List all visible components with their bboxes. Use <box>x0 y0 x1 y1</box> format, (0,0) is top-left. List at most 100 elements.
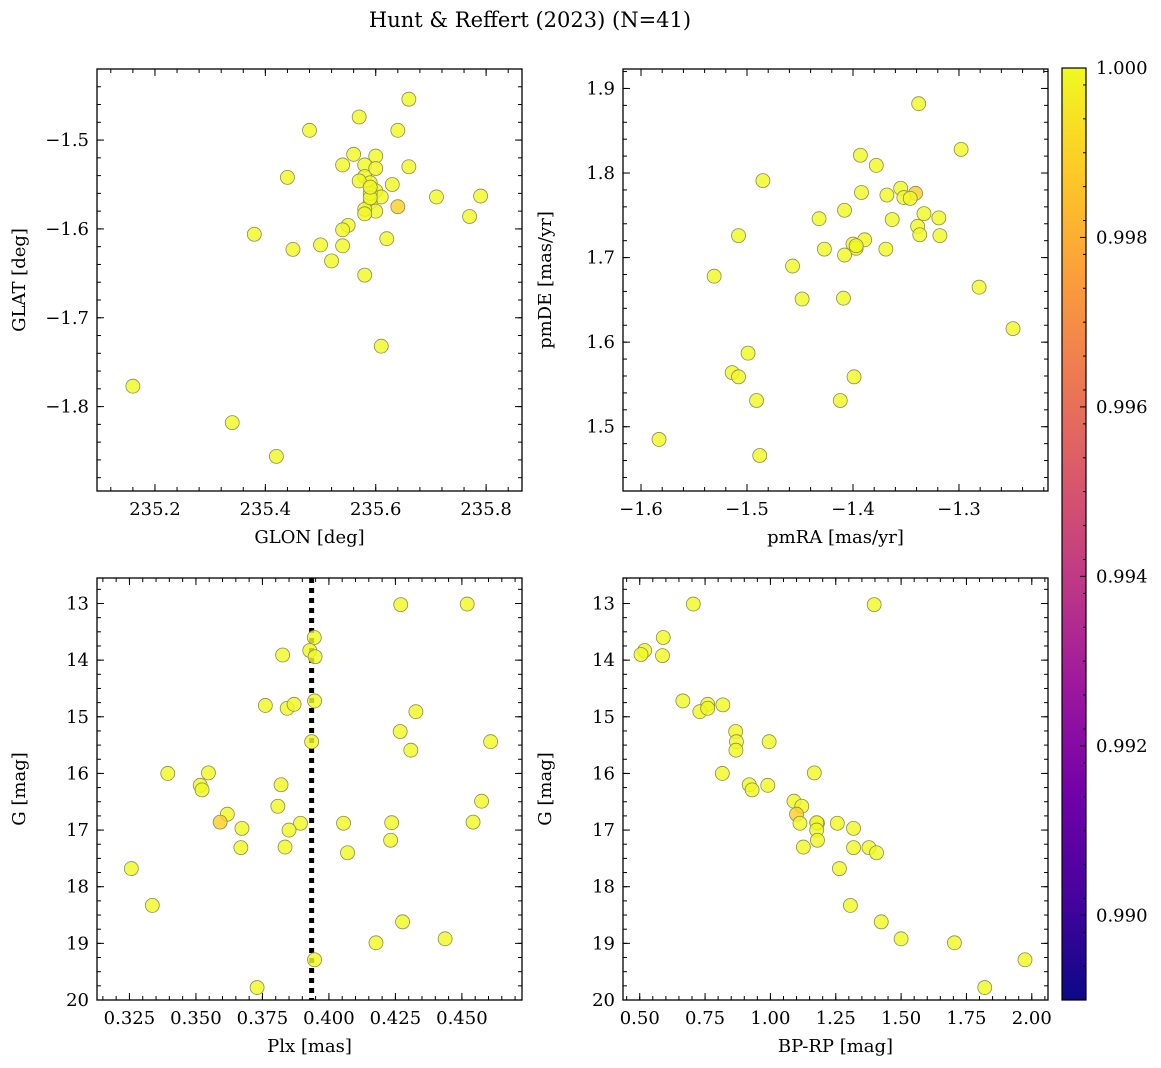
y-tick-label: 20 <box>66 990 89 1011</box>
data-point <box>483 734 499 750</box>
data-point <box>953 141 969 157</box>
data-point <box>268 448 284 464</box>
y-axis-label: G [mag] <box>535 752 556 825</box>
data-point <box>368 161 384 176</box>
data-point <box>459 596 475 612</box>
x-tick-label: 1.00 <box>750 1008 790 1029</box>
data-point <box>700 700 716 716</box>
data-point <box>829 815 845 831</box>
data-point <box>473 188 489 204</box>
data-point <box>794 291 810 307</box>
colorbar-tick-label: 0.996 <box>1096 397 1148 418</box>
data-point <box>408 704 424 720</box>
data-point <box>810 832 825 848</box>
data-point <box>212 814 228 830</box>
panel-color-magnitude: 0.50 0.75 1.00 1.25 1.50 1.75 2.00 13 14 15 16 17 18… <box>535 577 1052 1057</box>
data-point <box>270 798 286 814</box>
data-point <box>932 228 948 244</box>
data-point <box>123 861 139 876</box>
data-point <box>912 227 928 243</box>
panel-proper-motion: −1.6 −1.5 −1.4 −1.3 1.5 1.6 1.7 1.8 1.9 pmRA [mas… <box>535 68 1049 548</box>
y-tick-label: 1.6 <box>586 332 615 353</box>
data-point <box>302 122 317 138</box>
data-point <box>760 777 776 793</box>
data-point <box>373 338 389 354</box>
y-tick-label: −1.8 <box>45 397 89 418</box>
data-point <box>842 898 858 913</box>
data-point <box>740 345 756 361</box>
data-point <box>307 952 322 968</box>
y-tick-label: 14 <box>592 650 615 671</box>
data-point <box>947 935 962 951</box>
y-tick-label: 15 <box>592 707 615 728</box>
data-point <box>304 734 320 750</box>
data-point <box>846 820 861 836</box>
x-axis-label: GLON [deg] <box>254 527 364 548</box>
data-point <box>280 169 295 185</box>
data-point <box>744 782 760 798</box>
x-axis-label: BP-RP [mag] <box>778 1036 893 1057</box>
y-axis-label: G [mag] <box>9 752 30 825</box>
x-tick-label: 235.2 <box>129 499 181 520</box>
data-point <box>931 210 947 226</box>
data-point <box>285 241 301 257</box>
data-point <box>836 290 851 306</box>
x-tick-label: 0.375 <box>237 1008 289 1029</box>
data-point <box>390 122 406 138</box>
data-point <box>273 777 289 793</box>
data-point <box>854 185 869 200</box>
data-point <box>837 202 852 218</box>
data-point <box>395 914 410 930</box>
data-point <box>281 822 297 838</box>
x-tick-label: 235.4 <box>240 499 292 520</box>
data-point <box>651 432 667 447</box>
x-tick-label: 0.425 <box>370 1008 422 1029</box>
colorbar-gradient <box>1061 67 1087 1001</box>
y-tick-label: 17 <box>66 820 89 841</box>
y-axis-label: pmDE [mas/yr] <box>535 211 556 349</box>
x-tick-label: 0.325 <box>104 1008 156 1029</box>
x-tick-label: 235.8 <box>460 499 512 520</box>
data-point <box>351 109 367 125</box>
data-point <box>125 378 141 394</box>
panel-parallax-magnitude: 0.325 0.350 0.375 0.400 0.425 0.450 13 14 15 16 17… <box>9 577 523 1057</box>
data-point <box>1017 952 1033 968</box>
data-point <box>307 693 322 709</box>
data-point <box>357 267 373 283</box>
data-point <box>633 647 649 662</box>
data-point <box>749 393 764 408</box>
data-point <box>728 742 744 758</box>
data-point <box>390 199 406 215</box>
data-point <box>384 177 400 192</box>
data-point <box>911 96 927 112</box>
data-point <box>393 597 409 613</box>
data-point <box>971 279 987 295</box>
x-tick-label: 0.75 <box>685 1008 725 1029</box>
data-point <box>731 369 746 385</box>
x-tick-label: −1.4 <box>831 499 875 520</box>
colorbar-tick-label: 1.000 <box>1096 58 1148 79</box>
data-point <box>977 980 993 995</box>
x-tick-label: 0.450 <box>436 1008 488 1029</box>
y-tick-label: 20 <box>592 990 615 1011</box>
data-point <box>246 226 262 242</box>
data-point <box>465 814 481 830</box>
data-point <box>335 157 351 173</box>
data-point <box>832 861 847 876</box>
y-axis-label: GLAT [deg] <box>9 228 30 332</box>
data-point <box>194 782 210 798</box>
y-tick-label: −1.6 <box>45 219 89 240</box>
data-point <box>401 159 417 175</box>
colorbar-tick-label: 0.990 <box>1096 905 1148 926</box>
data-point <box>761 734 777 750</box>
data-point <box>706 268 722 284</box>
x-axis-label: pmRA [mas/yr] <box>767 527 904 548</box>
data-point <box>884 212 900 227</box>
colorbar: 0.990 0.992 0.994 0.996 0.998 1.000 <box>1061 58 1148 1001</box>
data-point <box>755 173 771 189</box>
data-point <box>379 231 395 247</box>
data-point <box>868 158 884 173</box>
y-tick-label: 14 <box>66 650 89 671</box>
x-tick-label: 2.00 <box>1012 1008 1052 1029</box>
data-point <box>846 840 861 856</box>
